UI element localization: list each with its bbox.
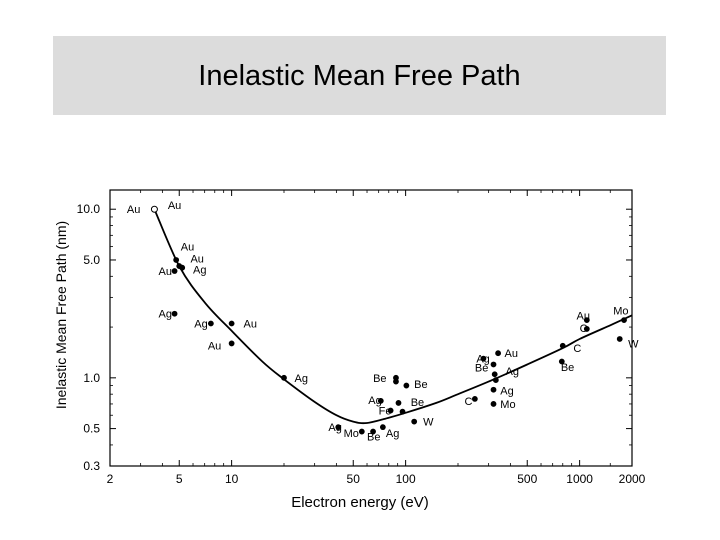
trend-line bbox=[153, 208, 633, 425]
data-point bbox=[616, 336, 623, 342]
x-tick-label: 5 bbox=[176, 472, 183, 486]
point-label: Be bbox=[367, 431, 380, 443]
data-point bbox=[387, 407, 394, 414]
x-tick-label: 100 bbox=[396, 472, 416, 486]
point-label: Ag bbox=[500, 386, 513, 398]
point-label: Au bbox=[127, 204, 140, 216]
point-label: Ag bbox=[368, 395, 381, 407]
data-point bbox=[583, 326, 590, 332]
trend-curve bbox=[153, 208, 633, 425]
data-point bbox=[490, 361, 497, 368]
point-label: Au bbox=[168, 200, 181, 212]
point-label: W bbox=[423, 417, 434, 429]
point-label: C bbox=[465, 396, 473, 408]
point-label: Ag bbox=[386, 428, 399, 440]
data-point bbox=[281, 374, 287, 381]
point-label: Au bbox=[181, 242, 194, 254]
data-point bbox=[491, 371, 498, 378]
y-tick-label: 0.3 bbox=[83, 459, 100, 473]
point-label: Ag bbox=[295, 373, 308, 385]
data-points bbox=[150, 205, 627, 435]
data-point bbox=[559, 342, 566, 349]
data-point bbox=[173, 257, 180, 263]
point-label: Au bbox=[243, 319, 256, 331]
data-point bbox=[471, 395, 478, 402]
point-label: Au bbox=[208, 341, 221, 353]
data-point bbox=[377, 397, 384, 404]
y-tick-label: 1.0 bbox=[83, 371, 100, 385]
data-point bbox=[171, 268, 178, 274]
point-label: Au bbox=[159, 266, 172, 278]
y-tick-label: 10.0 bbox=[77, 202, 101, 216]
point-label: Ag bbox=[194, 319, 207, 331]
x-tick-label: 2000 bbox=[619, 472, 646, 486]
data-point bbox=[228, 340, 235, 347]
data-point bbox=[558, 358, 565, 365]
data-point bbox=[379, 424, 386, 431]
data-point bbox=[399, 408, 406, 415]
data-point bbox=[370, 428, 376, 435]
chart-title: Inelastic Mean Free Path bbox=[198, 60, 521, 92]
data-point bbox=[171, 310, 178, 317]
point-label: Ag bbox=[159, 309, 172, 321]
point-label: Fe bbox=[379, 406, 392, 418]
data-point bbox=[490, 401, 497, 407]
point-label: Be bbox=[411, 397, 424, 409]
point-label: Ag bbox=[506, 366, 519, 378]
y-axis-label: Inelastic Mean Free Path (nm) bbox=[53, 220, 69, 410]
x-tick-label: 10 bbox=[225, 472, 239, 486]
data-point bbox=[495, 350, 501, 357]
title-band: Inelastic Mean Free Path bbox=[53, 36, 666, 115]
data-point bbox=[490, 386, 497, 393]
data-point bbox=[179, 264, 186, 271]
point-label: Ag bbox=[328, 422, 341, 434]
data-point bbox=[621, 317, 627, 323]
data-point bbox=[403, 382, 410, 389]
data-point bbox=[150, 205, 158, 213]
data-point bbox=[393, 378, 399, 385]
point-label: Be bbox=[414, 379, 427, 391]
point-label: Be bbox=[373, 373, 386, 385]
data-point bbox=[492, 377, 499, 383]
x-axis-label: Electron energy (eV) bbox=[291, 494, 429, 511]
data-point bbox=[395, 400, 402, 406]
data-point bbox=[207, 320, 214, 327]
point-label: Au bbox=[577, 310, 590, 322]
x-tick-label: 2 bbox=[107, 472, 114, 486]
data-point bbox=[228, 320, 235, 327]
axis-ticks: 2 5 10 50 100 500 1000 2000 0.3 0.5 1.0 5.0 10.0 bbox=[77, 190, 646, 486]
point-label: W bbox=[628, 338, 639, 350]
data-point bbox=[480, 355, 487, 362]
x-tick-label: 1000 bbox=[566, 472, 593, 486]
data-point bbox=[411, 418, 418, 425]
point-label: Ag bbox=[476, 354, 489, 366]
point-label: Be bbox=[475, 363, 488, 375]
y-tick-label: 0.5 bbox=[83, 422, 100, 436]
point-label: Mo bbox=[500, 399, 515, 411]
plot-frame bbox=[109, 189, 633, 467]
point-label: C bbox=[573, 343, 581, 355]
point-label: Mo bbox=[344, 428, 359, 440]
point-label: C bbox=[580, 323, 588, 335]
point-label: Be bbox=[561, 362, 574, 374]
plot-border bbox=[109, 189, 633, 467]
point-label: Ag bbox=[193, 264, 206, 276]
x-tick-label: 500 bbox=[517, 472, 537, 486]
point-label: Mo bbox=[613, 306, 628, 318]
data-point bbox=[358, 428, 365, 435]
y-tick-label: 5.0 bbox=[83, 253, 100, 267]
data-point bbox=[583, 317, 590, 323]
point-label: Au bbox=[190, 254, 203, 266]
x-tick-label: 50 bbox=[347, 472, 361, 486]
point-label: Au bbox=[504, 348, 517, 360]
data-point bbox=[335, 424, 342, 431]
